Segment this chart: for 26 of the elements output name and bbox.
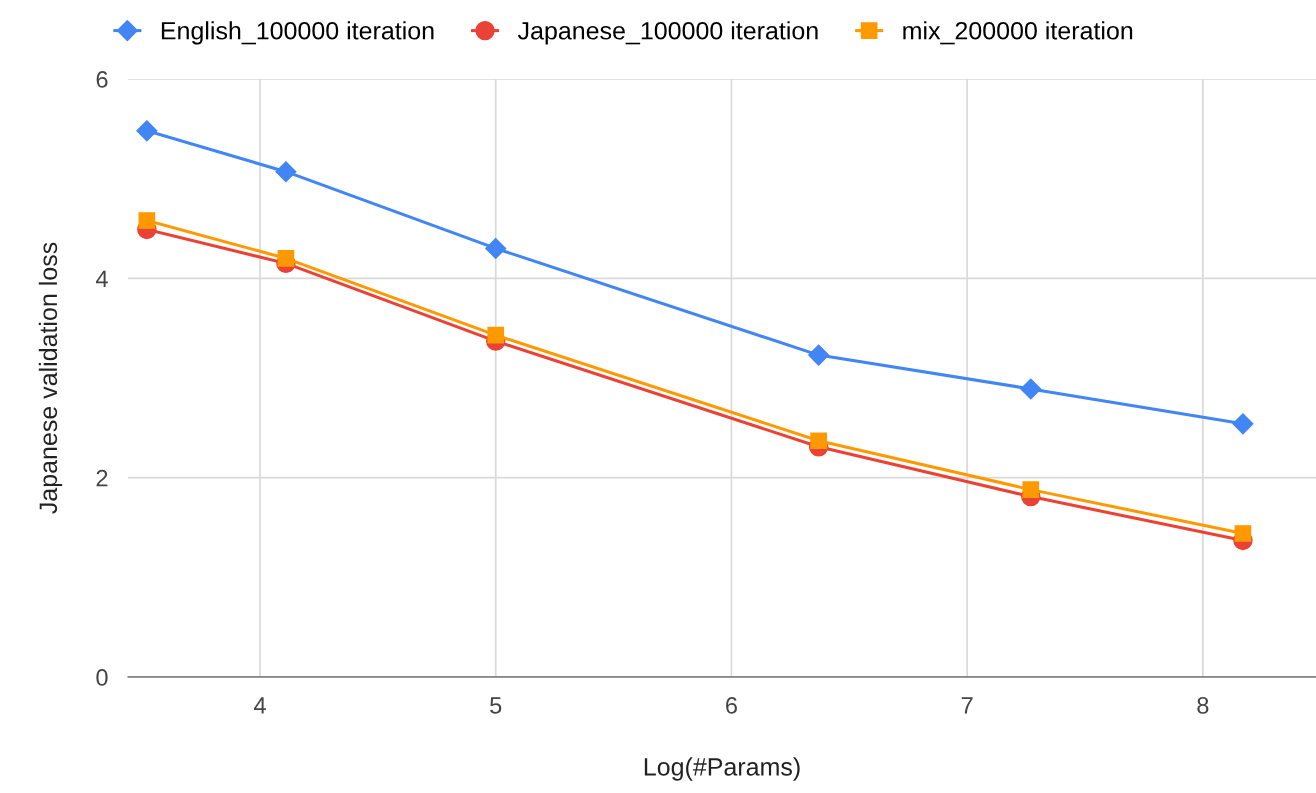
point: [277, 250, 295, 267]
point: [138, 212, 156, 229]
y-tick-label: 2: [96, 469, 108, 487]
y-tick-label: 0: [96, 669, 108, 686]
point: [808, 344, 830, 366]
x-tick-label: 6: [726, 697, 737, 714]
legend-label: Japanese_100000 iteration: [517, 21, 818, 45]
x-tick-label: 4: [253, 697, 266, 714]
point: [487, 326, 505, 344]
y-axis-title: Japanese validation loss: [38, 242, 63, 514]
point: [1234, 525, 1252, 542]
point: [485, 237, 507, 259]
point: [1020, 378, 1042, 400]
x-axis-title: Log(#Params): [644, 757, 800, 781]
x-tick-label: 5: [490, 697, 502, 714]
point: [1232, 413, 1254, 435]
x-tick-label: 7: [961, 697, 973, 714]
point: [1022, 481, 1040, 498]
legend-label: mix_200000 iteration: [903, 21, 1133, 45]
x-tick-label: 8: [1197, 697, 1209, 714]
y-tick-label: 6: [96, 71, 108, 88]
point: [136, 120, 158, 142]
point: [275, 161, 297, 183]
point: [810, 432, 827, 450]
y-tick-label: 4: [95, 270, 108, 287]
legend-label: English_100000 iteration: [161, 21, 434, 45]
